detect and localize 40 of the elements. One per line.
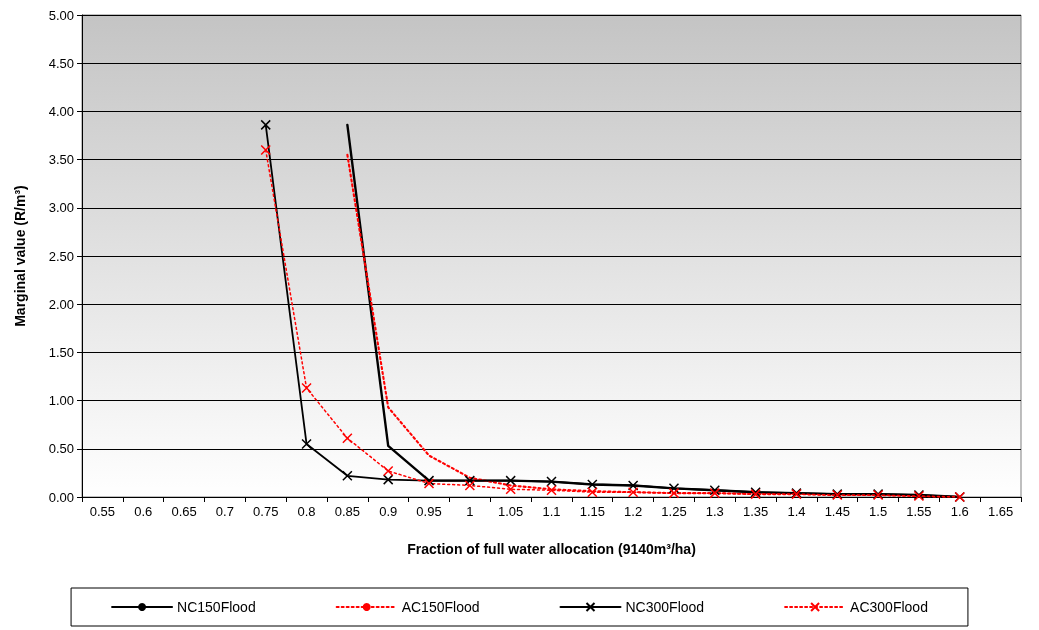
x-axis-title: Fraction of full water allocation (9140m³/ha)	[407, 541, 696, 557]
x-tick-label: 1.45	[824, 504, 850, 519]
x-tick-label: 0.75	[253, 504, 279, 519]
x-tick-label: 1.25	[661, 504, 687, 519]
x-tick-label: 1.65	[987, 504, 1014, 519]
y-tick-label: 1.00	[48, 393, 74, 409]
x-tick-label: 1.2	[624, 504, 643, 519]
x-tick-label: 0.9	[379, 504, 398, 519]
legend-label: NC150Flood	[177, 599, 256, 615]
x-tick-label: 1.5	[869, 504, 888, 519]
x-tick-label: 0.7	[215, 504, 234, 519]
x-tick-label: 0.65	[171, 504, 197, 519]
x-tick-label: 1.3	[705, 504, 724, 519]
x-tick-label: 0.8	[297, 504, 316, 519]
x-tick-label: 1.6	[950, 504, 969, 519]
x-tick-label: 1.35	[742, 504, 769, 519]
x-tick-label: 1.15	[579, 504, 605, 519]
x-tick-label: 1.1	[542, 504, 561, 519]
x-tick-label: 1	[466, 504, 474, 519]
x-tick-label: 1.55	[906, 504, 932, 519]
x-tick-label: 0.55	[89, 504, 116, 519]
y-tick-label: 2.50	[48, 248, 74, 264]
y-tick-label: 4.00	[48, 103, 74, 119]
x-tick-label: 1.05	[498, 504, 524, 519]
y-tick-label: 1.50	[48, 344, 74, 360]
x-tick-label: 0.85	[334, 504, 361, 519]
y-tick-label: 3.00	[48, 200, 74, 216]
y-tick-label: 3.50	[48, 152, 74, 168]
legend-label: NC300Flood	[625, 599, 705, 615]
y-tick-label: 4.50	[48, 55, 74, 71]
y-axis-title: Marginal value (R/m³)	[12, 185, 28, 327]
y-tick-label: 0.00	[48, 489, 74, 505]
x-tick-label: 0.95	[416, 504, 442, 519]
x-tick-label: 0.6	[134, 504, 153, 519]
y-tick-label: 0.50	[48, 441, 74, 457]
x-tick-label: 1.4	[787, 504, 806, 519]
legend-label: AC150Flood	[401, 599, 480, 615]
y-tick-label: 2.00	[48, 296, 74, 312]
legend-label: AC300Flood	[850, 599, 928, 615]
y-tick-label: 5.00	[48, 7, 74, 23]
